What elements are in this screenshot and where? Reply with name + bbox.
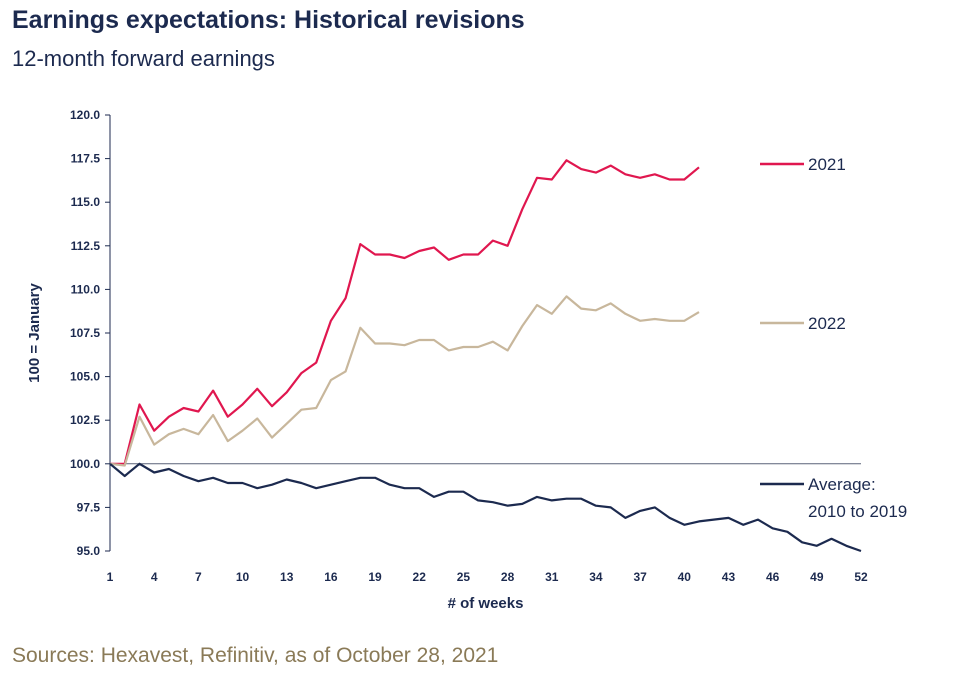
x-axis-label: # of weeks	[448, 595, 524, 612]
x-tick-label: 1	[107, 570, 114, 584]
legend-label: 2022	[808, 314, 846, 333]
y-tick-label: 95.0	[77, 544, 101, 558]
y-tick-label: 112.5	[71, 239, 101, 253]
legend-2021: 2021	[760, 155, 846, 174]
chart-subtitle: 12-month forward earnings	[12, 46, 275, 71]
x-tick-label: 10	[236, 570, 250, 584]
legend-label: 2010 to 2019	[808, 502, 907, 521]
x-tick-label: 7	[195, 570, 202, 584]
x-tick-label: 52	[854, 570, 868, 584]
y-tick-label: 120.0	[70, 108, 100, 122]
x-axis-ticks: 1 4 7 10 13 16 19 22 25 28 31 34 37 40 43 46 49 52	[107, 570, 868, 584]
x-tick-label: 49	[810, 570, 824, 584]
x-tick-label: 40	[678, 570, 692, 584]
legend: 2021 2022 Average: 2010 to 2019	[760, 155, 907, 521]
x-tick-label: 46	[766, 570, 780, 584]
y-axis-label: 100 = January	[26, 283, 43, 383]
x-tick-label: 34	[589, 570, 603, 584]
x-tick-label: 13	[280, 570, 294, 584]
y-tick-label: 110.0	[71, 282, 101, 296]
y-tick-label: 97.5	[77, 500, 101, 514]
x-tick-label: 4	[151, 570, 158, 584]
x-tick-label: 16	[324, 570, 338, 584]
legend-label: 2021	[808, 155, 846, 174]
legend-2022: 2022	[760, 314, 846, 333]
series-lines	[109, 159, 862, 553]
source-note: Sources: Hexavest, Refinitiv, as of Octo…	[12, 644, 499, 667]
y-tick-label: 105.0	[70, 370, 100, 384]
y-tick-label: 115.0	[71, 195, 101, 209]
x-tick-label: 25	[457, 570, 471, 584]
series-average-line	[109, 462, 862, 553]
y-tick-label: 102.5	[70, 413, 100, 427]
chart-title: Earnings expectations: Historical revisi…	[12, 6, 525, 34]
legend-average: Average: 2010 to 2019	[760, 475, 907, 521]
x-tick-label: 22	[413, 570, 427, 584]
x-tick-label: 19	[368, 570, 382, 584]
y-tick-label: 117.5	[71, 152, 101, 166]
x-tick-label: 37	[633, 570, 647, 584]
legend-label: Average:	[808, 475, 876, 494]
y-tick-label: 100.0	[70, 457, 100, 471]
x-tick-label: 31	[545, 570, 559, 584]
series-2022-line	[109, 295, 700, 467]
y-tick-label: 107.5	[70, 326, 100, 340]
x-tick-label: 43	[722, 570, 736, 584]
y-axis-ticks: 95.0 97.5 100.0 102.5 105.0 107.5 110.0 112.5 11…	[70, 108, 110, 558]
series-2021-line	[110, 159, 700, 465]
x-tick-label: 28	[501, 570, 515, 584]
